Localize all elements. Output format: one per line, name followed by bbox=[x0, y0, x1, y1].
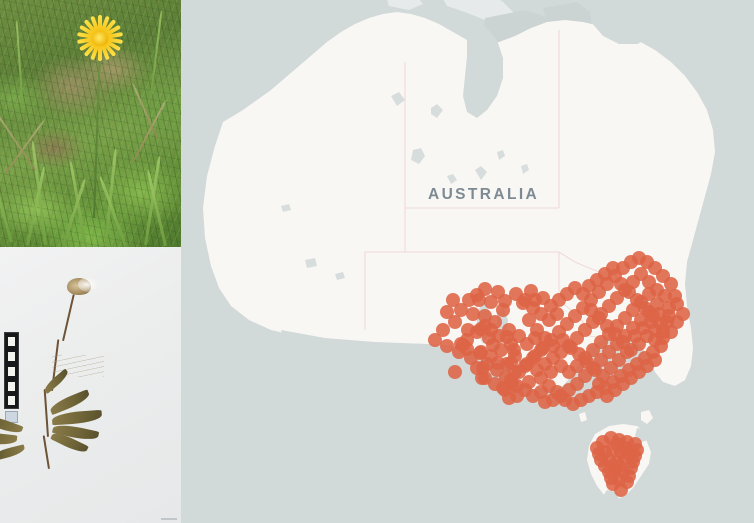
occurrence-dot[interactable] bbox=[628, 449, 642, 463]
occurrence-dot[interactable] bbox=[528, 331, 542, 345]
occurrence-dot[interactable] bbox=[642, 287, 656, 301]
left-image-column bbox=[0, 0, 181, 523]
occurrence-dot[interactable] bbox=[592, 377, 606, 391]
occurrence-dot[interactable] bbox=[476, 361, 490, 375]
occurrence-dot[interactable] bbox=[478, 282, 492, 296]
occurrence-dot[interactable] bbox=[460, 342, 474, 356]
occurrence-dot[interactable] bbox=[500, 330, 514, 344]
scale-bar-ruler bbox=[4, 332, 19, 409]
herbarium-sheet-panel bbox=[0, 247, 181, 523]
occurrence-dot[interactable] bbox=[436, 323, 450, 337]
occurrence-dot[interactable] bbox=[670, 297, 684, 311]
australia-country-label: AUSTRALIA bbox=[428, 186, 540, 203]
occurrence-dot[interactable] bbox=[440, 305, 454, 319]
specimen-leaf bbox=[0, 444, 26, 462]
field-photograph-panel bbox=[0, 0, 181, 247]
occurrence-dot[interactable] bbox=[448, 365, 462, 379]
great-australian-bight bbox=[281, 330, 457, 378]
gulf-of-carpentaria bbox=[463, 18, 503, 118]
occurrence-dot[interactable] bbox=[528, 293, 542, 307]
occurrence-dot[interactable] bbox=[454, 303, 468, 317]
occurrence-dot[interactable] bbox=[507, 343, 521, 357]
occurrence-dot[interactable] bbox=[462, 293, 476, 307]
king-island bbox=[579, 412, 587, 422]
occurrence-dot[interactable] bbox=[491, 356, 505, 370]
occurrence-dot[interactable] bbox=[648, 333, 662, 347]
occurrence-dot[interactable] bbox=[466, 307, 480, 321]
specimen-leaf bbox=[0, 430, 18, 447]
specimen-pappus bbox=[78, 277, 100, 292]
island-fragment bbox=[387, 0, 423, 10]
occurrence-dot[interactable] bbox=[612, 459, 626, 473]
occurrence-dot[interactable] bbox=[598, 459, 612, 473]
occurrence-dot[interactable] bbox=[505, 377, 519, 391]
flinders-island bbox=[641, 410, 653, 424]
interior-features bbox=[281, 92, 529, 280]
occurrence-dot[interactable] bbox=[622, 469, 636, 483]
occurrence-dot[interactable] bbox=[618, 441, 632, 455]
occurrence-dot[interactable] bbox=[614, 483, 628, 497]
occurrence-dot[interactable] bbox=[484, 295, 498, 309]
occurrence-dot[interactable] bbox=[504, 356, 518, 370]
specimen-scape bbox=[62, 294, 75, 342]
specimen-scape bbox=[43, 389, 49, 438]
distribution-map-panel[interactable]: AUSTRALIA bbox=[185, 0, 754, 523]
state-borders bbox=[364, 30, 634, 341]
occurrence-dot[interactable] bbox=[486, 338, 500, 352]
occurrence-dot[interactable] bbox=[448, 315, 462, 329]
occurrence-dot-layer[interactable] bbox=[428, 251, 690, 497]
occurrence-dot[interactable] bbox=[473, 346, 487, 360]
yellow-daisy-flower-head bbox=[77, 15, 123, 61]
occurrence-dot[interactable] bbox=[440, 339, 454, 353]
sheet-footer-mark bbox=[161, 518, 177, 520]
occurrence-dot[interactable] bbox=[472, 293, 486, 307]
occurrence-dot[interactable] bbox=[496, 303, 510, 317]
occurrence-dot[interactable] bbox=[576, 287, 590, 301]
occurrence-dot[interactable] bbox=[592, 447, 606, 461]
occurrence-dot[interactable] bbox=[648, 353, 662, 367]
australia-map-svg[interactable] bbox=[185, 0, 754, 523]
occurrence-dot[interactable] bbox=[502, 391, 516, 405]
occurrence-dot[interactable] bbox=[604, 471, 618, 485]
occurrence-dot[interactable] bbox=[428, 333, 442, 347]
occurrence-dot[interactable] bbox=[446, 293, 460, 307]
occurrence-dot[interactable] bbox=[620, 345, 634, 359]
coral-sea bbox=[589, 0, 665, 44]
flower-disc-center bbox=[92, 32, 108, 46]
specimen-root bbox=[42, 435, 51, 470]
pressed-plant-specimen bbox=[0, 255, 132, 505]
occurrence-dot[interactable] bbox=[522, 313, 536, 327]
